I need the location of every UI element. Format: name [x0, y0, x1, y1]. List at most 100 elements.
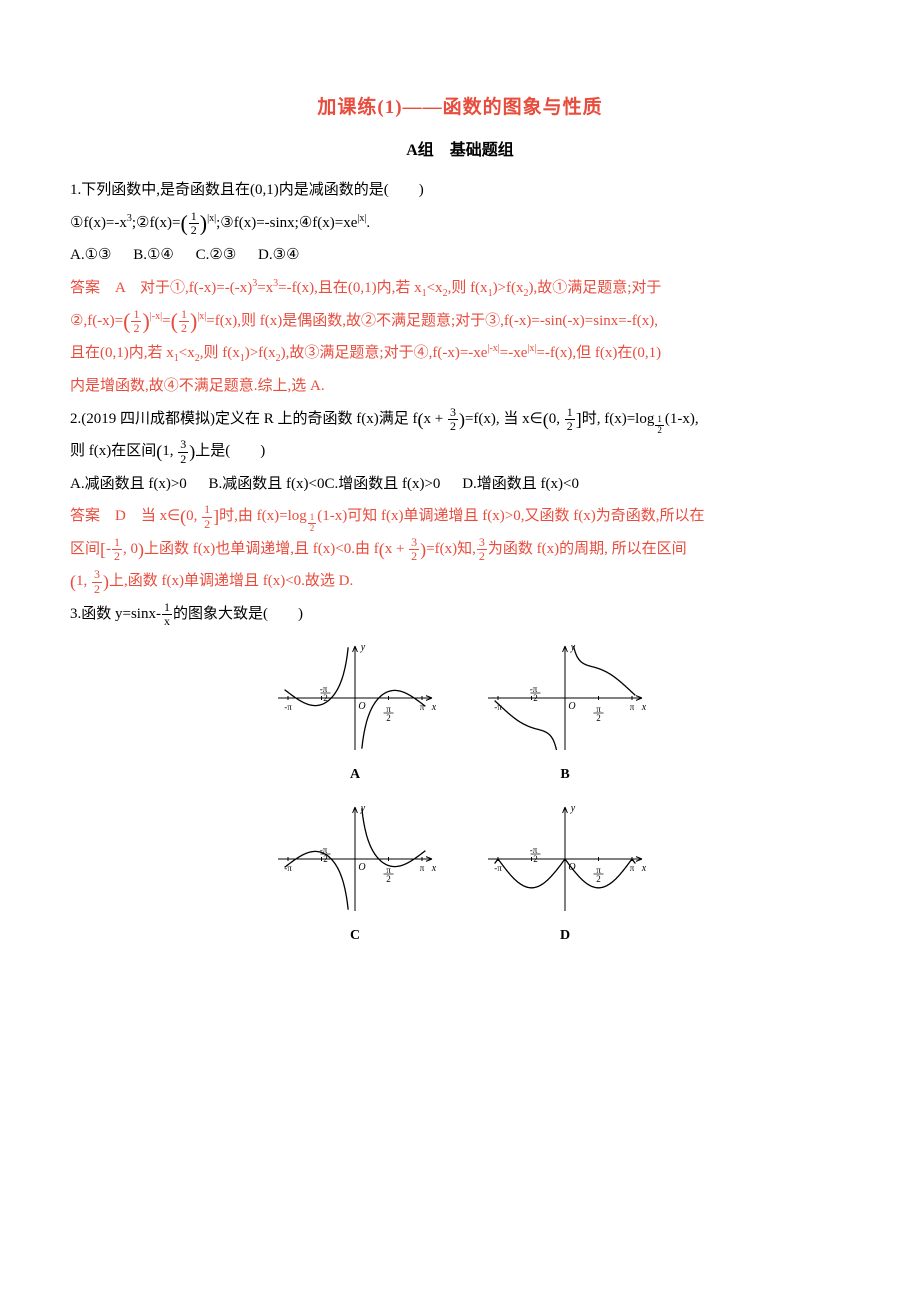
t: 则 f(x)在区间 — [70, 443, 156, 459]
group-header: A组 基础题组 — [70, 136, 850, 166]
d: 2 — [477, 550, 487, 563]
t: <x — [427, 280, 443, 296]
t: )>f(x — [245, 345, 276, 361]
panel-a: -π-π2π2πOyx A — [270, 638, 440, 789]
panel-d: -π-π2π2πOyx D — [480, 799, 650, 950]
q2-options: A.减函数且 f(x)>0 B.减函数且 f(x)<0C.增函数且 f(x)>0… — [70, 470, 850, 499]
e: |-x| — [150, 311, 162, 322]
t: 2.(2019 四川成都模拟)定义在 R 上的奇函数 f(x)满足 f — [70, 411, 417, 427]
label-d: D — [560, 923, 570, 950]
q2-answer-l2: 区间[-12, 0)上函数 f(x)也单调递增,且 f(x)<0.由 f(x +… — [70, 535, 850, 564]
half-frac: 12 — [189, 210, 199, 237]
f: 32 — [178, 438, 188, 465]
t: )>f(x — [493, 280, 524, 296]
t: 区间 — [70, 541, 100, 557]
d: 2 — [448, 420, 458, 433]
svg-text:π: π — [420, 863, 425, 873]
t: = — [162, 313, 170, 329]
svg-text:2: 2 — [386, 713, 391, 723]
svg-text:O: O — [358, 701, 365, 712]
t: 答案 D — [70, 508, 141, 524]
n: 3 — [448, 406, 458, 420]
f: 32 — [477, 536, 487, 563]
q2-stem-line1: 2.(2019 四川成都模拟)定义在 R 上的奇函数 f(x)满足 f(x + … — [70, 405, 850, 434]
t: x + — [385, 541, 405, 557]
label-c: C — [350, 923, 360, 950]
svg-text:π: π — [630, 863, 635, 873]
t: =x — [257, 280, 273, 296]
t: 1, — [162, 443, 173, 459]
n: 1 — [308, 513, 317, 524]
q1-stem-line2: ①f(x)=-x3;②f(x)=(12)|x|;③f(x)=-sinx;④f(x… — [70, 209, 850, 238]
f: 12 — [131, 308, 141, 335]
t: ),故③满足题意;对于④,f(-x)=-xe — [281, 345, 488, 361]
t: , 0 — [123, 541, 138, 557]
n: 3 — [409, 536, 419, 550]
t: =-f(x),且在(0,1)内,若 x — [278, 280, 421, 296]
t: 上,函数 f(x)单调递增且 f(x)<0.故选 D. — [109, 573, 353, 589]
graph-c: -π-π2π2πOyx — [270, 799, 440, 919]
t: ),故①满足题意;对于 — [529, 280, 662, 296]
q1-opt-a: A.①③ — [70, 247, 111, 263]
svg-text:-π: -π — [494, 863, 502, 873]
t: 时, f(x)=lo — [582, 411, 647, 427]
t: =f(x),则 f(x)是偶函数,故②不满足题意;对于③,f(-x)=-sin(… — [206, 313, 658, 329]
n: 1 — [112, 536, 122, 550]
q2-stem-line2: 则 f(x)在区间(1, 32)上是( ) — [70, 437, 850, 466]
t: 1, — [76, 573, 87, 589]
t: (1-x), — [665, 411, 699, 427]
page-title: 加课练(1)——函数的图象与性质 — [70, 90, 850, 126]
lparen: ( — [180, 211, 187, 236]
q1-opt-b: B.①④ — [133, 247, 174, 263]
t: 0, — [186, 508, 197, 524]
t: 时,由 f(x)=lo — [219, 508, 299, 524]
svg-text:2: 2 — [533, 854, 538, 864]
n: 1 — [131, 308, 141, 322]
panel-c: -π-π2π2πOyx C — [270, 799, 440, 950]
svg-text:2: 2 — [596, 874, 601, 884]
n: 1 — [162, 601, 172, 615]
q1-fn1-pre: ①f(x)=-x — [70, 215, 127, 231]
t: ②,f(-x)= — [70, 313, 123, 329]
t: =-f(x),但 f(x)在(0,1) — [536, 345, 661, 361]
q1-opt-c: C.②③ — [196, 247, 237, 263]
q1-fn4-post: . — [366, 215, 370, 231]
rparen: ) — [200, 211, 207, 236]
t: x + — [423, 411, 443, 427]
q1-stem-line1: 1.下列函数中,是奇函数且在(0,1)内是减函数的是( ) — [70, 176, 850, 205]
q1-fn3: ;③f(x)=-sinx;④f(x)=xe — [216, 215, 357, 231]
d: 2 — [179, 322, 189, 335]
lp: ( — [171, 309, 178, 334]
svg-text:x: x — [641, 863, 647, 874]
svg-text:x: x — [431, 863, 437, 874]
q2-answer-l3: (1, 32)上,函数 f(x)单调递增且 f(x)<0.故选 D. — [70, 567, 850, 596]
e: |x| — [197, 311, 206, 322]
f: 12 — [565, 406, 575, 433]
lp: ( — [123, 309, 130, 334]
t: 为函数 f(x)的周期, 所以在区间 — [488, 541, 687, 557]
t: =f(x)知, — [426, 541, 476, 557]
t: <x — [179, 345, 195, 361]
svg-text:π: π — [630, 702, 635, 712]
q1-answer-l2: ②,f(-x)=(12)|-x|=(12)|x|=f(x),则 f(x)是偶函数… — [70, 307, 850, 336]
svg-text:2: 2 — [533, 693, 538, 703]
d: 2 — [92, 583, 102, 596]
n: 1 — [202, 503, 212, 517]
num: 1 — [189, 210, 199, 224]
graph-d: -π-π2π2πOyx — [480, 799, 650, 919]
q3-stem: 3.函数 y=sinx-1x的图象大致是( ) — [70, 600, 850, 629]
t: 0, — [549, 411, 560, 427]
n: 3 — [477, 536, 487, 550]
svg-text:2: 2 — [386, 874, 391, 884]
t: 当 x∈ — [141, 508, 180, 524]
d: 2 — [131, 322, 141, 335]
q1-options: A.①③ B.①④ C.②③ D.③④ — [70, 241, 850, 270]
t: 的图象大致是( ) — [173, 606, 303, 622]
n: 3 — [178, 438, 188, 452]
label-b: B — [560, 762, 569, 789]
f: 1x — [162, 601, 172, 628]
d: 2 — [409, 550, 419, 563]
ans-label: 答案 A — [70, 280, 140, 296]
den: 2 — [189, 224, 199, 237]
t: - — [106, 541, 111, 557]
